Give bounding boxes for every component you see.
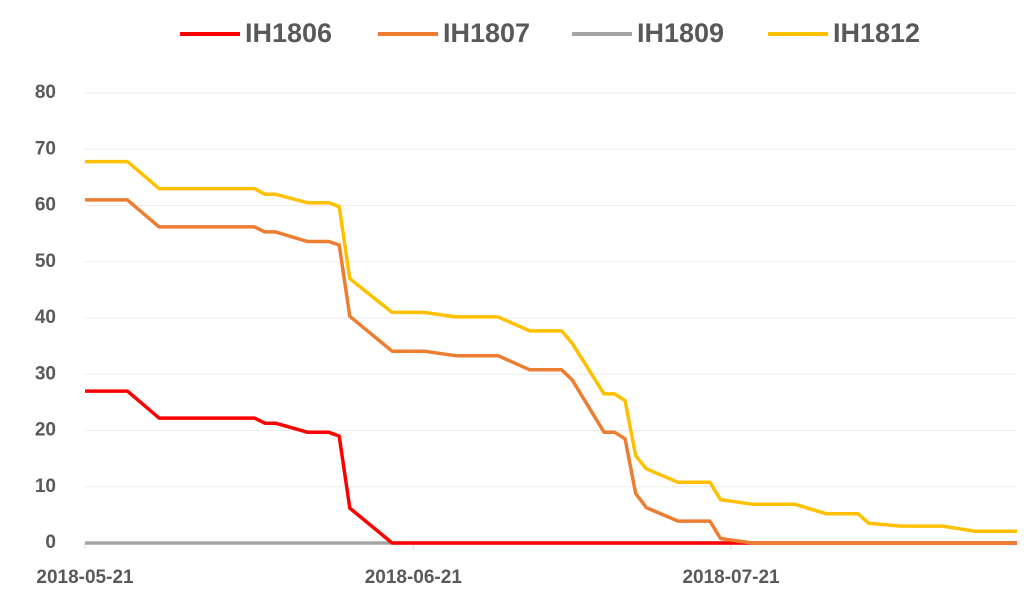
- x-tick-label: 2018-05-21: [36, 567, 134, 588]
- y-tick-label: 30: [35, 363, 56, 384]
- series-line: [85, 389, 1017, 545]
- y-tick-label: 80: [35, 82, 56, 103]
- y-tick-label: 0: [45, 532, 56, 553]
- y-tick-label: 60: [35, 195, 56, 216]
- y-tick-label: 40: [35, 307, 56, 328]
- legend-label: IH1809: [637, 18, 724, 48]
- y-tick-label: 70: [35, 138, 56, 159]
- series-line: [85, 159, 1017, 533]
- y-tick-label: 20: [35, 420, 56, 441]
- y-tick-label: 50: [35, 251, 56, 272]
- x-tick-label: 2018-07-21: [682, 567, 780, 588]
- x-tick-label: 2018-06-21: [365, 567, 463, 588]
- legend-label: IH1807: [443, 18, 530, 48]
- legend-label: IH1806: [245, 18, 332, 48]
- y-tick-label: 10: [35, 476, 56, 497]
- legend-label: IH1812: [833, 18, 920, 48]
- series-line: [85, 198, 1017, 545]
